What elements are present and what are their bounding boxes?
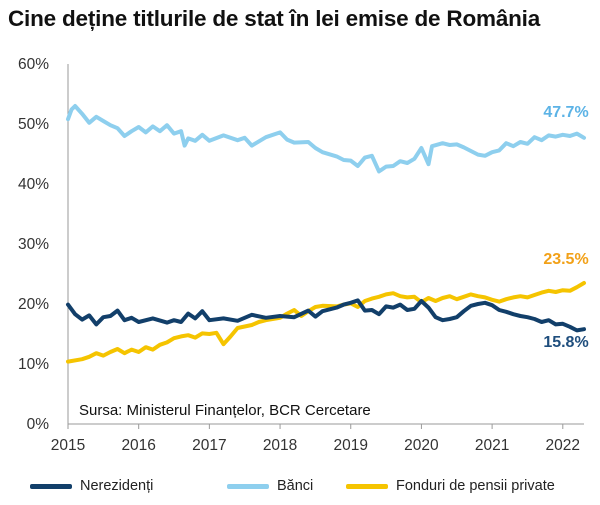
x-tick-label: 2016: [121, 437, 155, 454]
chart-title: Cine deține titlurile de stat în lei emi…: [8, 6, 541, 31]
legend-swatch-nerezidenti: [30, 483, 72, 489]
x-tick-label: 2021: [475, 437, 509, 454]
end-label-nerezidenti: 15.8%: [543, 334, 588, 351]
y-tick-label: 0%: [27, 416, 50, 433]
legend-label: Bănci: [277, 478, 314, 494]
legend: Nerezidenți Bănci Fonduri de pensii priv…: [0, 478, 600, 502]
end-label-banci: 47.7%: [543, 104, 588, 121]
legend-label: Nerezidenți: [80, 478, 154, 494]
y-tick-label: 50%: [18, 116, 49, 133]
x-tick-label: 2015: [51, 437, 85, 454]
legend-item-nerezidenti: Nerezidenți: [30, 478, 153, 494]
x-tick-label: 2018: [263, 437, 297, 454]
y-tick-label: 20%: [18, 296, 49, 313]
end-labels: 15.8% 47.7% 23.5%: [543, 104, 588, 351]
y-tick-label: 10%: [18, 356, 49, 373]
legend-swatch-banci: [227, 483, 269, 489]
line-chart: 0%10%20%30%40%50%60% 2015 2016 2017 2018 201…: [18, 56, 589, 454]
y-tick-label: 60%: [18, 56, 49, 73]
legend-item-fonduri: Fonduri de pensii private: [346, 478, 555, 494]
legend-item-banci: Bănci: [227, 478, 313, 494]
x-axis: 2015 2016 2017 2018 2019 2020 2021 2022: [51, 64, 584, 454]
end-label-fonduri: 23.5%: [543, 251, 588, 268]
plot-area: [66, 104, 586, 364]
x-tick-label: 2020: [404, 437, 439, 454]
y-axis: 0% 10% 20% 30% 40% 50% 60%: [18, 56, 49, 433]
source-note: Sursa: Ministerul Finanțelor, BCR Cercet…: [79, 402, 371, 419]
y-tick-label: 30%: [18, 236, 49, 253]
x-tick-label: 2017: [192, 437, 226, 454]
series-line-banci: [66, 104, 586, 174]
x-tick-label: 2022: [546, 437, 580, 454]
y-tick-label: 40%: [18, 176, 49, 193]
legend-swatch-fonduri: [346, 483, 388, 489]
x-tick-label: 2019: [333, 437, 367, 454]
legend-label: Fonduri de pensii private: [396, 478, 555, 494]
series-line-nerezidenti: [66, 298, 586, 333]
